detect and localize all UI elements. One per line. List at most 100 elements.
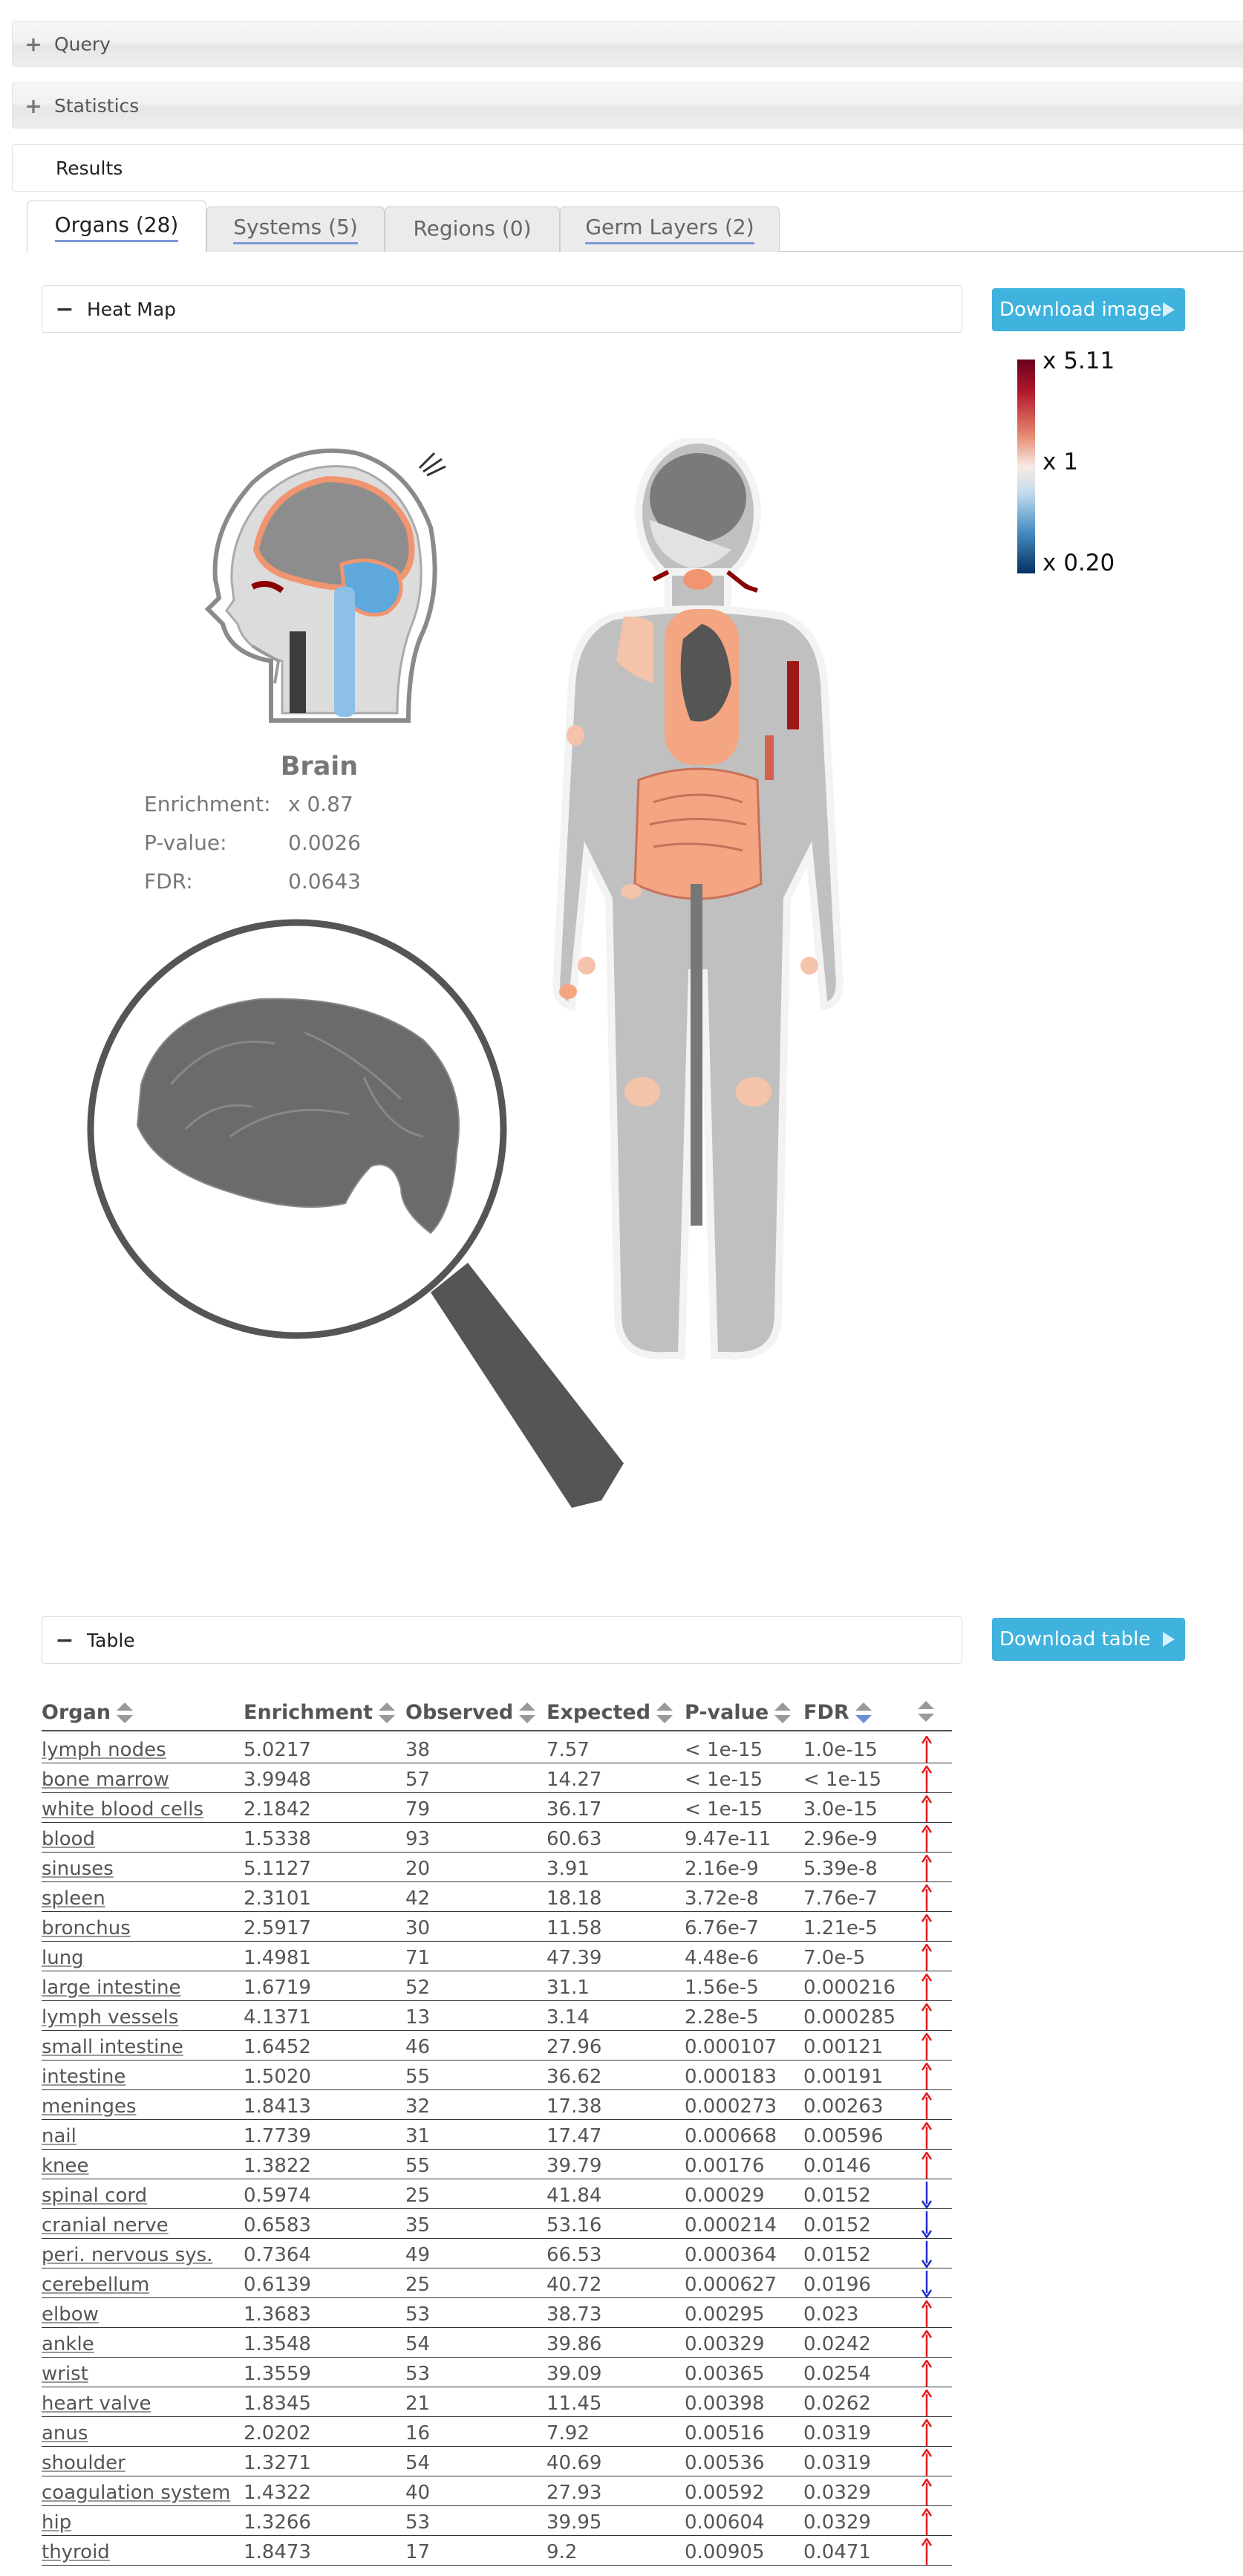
download-table-button[interactable]: Download table [992,1618,1185,1661]
cell-observed: 53 [405,2511,431,2534]
cell-organ[interactable]: wrist [42,2363,88,2385]
head-illustration[interactable] [186,438,453,735]
cell-organ[interactable]: knee [42,2155,89,2177]
cell-expected: 27.93 [547,2482,602,2504]
arrow-up-icon [921,2390,932,2416]
cell-observed: 53 [405,2363,431,2385]
row-divider [42,1941,952,1942]
column-header-direction[interactable] [918,1701,934,1722]
table-row: blood 1.5338 93 60.63 9.47e-11 2.96e-9 [0,1824,1243,1853]
cell-organ[interactable]: white blood cells [42,1798,204,1821]
cell-enrichment: 1.6719 [244,1977,311,1999]
cell-organ[interactable]: spleen [42,1887,105,1910]
cell-expected: 38.73 [547,2303,602,2326]
cell-organ[interactable]: small intestine [42,2036,183,2058]
cell-organ[interactable]: lymph vessels [42,2006,179,2029]
column-header-expected-label: Expected [547,1701,651,1724]
column-header-enrichment[interactable]: Enrichment [244,1701,396,1724]
tab-organs[interactable]: Organs (28) [27,201,206,253]
column-header-pvalue[interactable]: P-value [685,1701,792,1724]
query-section-toggle[interactable]: + Query [12,21,1243,67]
cell-organ[interactable]: bone marrow [42,1769,169,1791]
cell-enrichment: 0.6139 [244,2274,311,2296]
cell-enrichment: 1.3266 [244,2511,311,2534]
cell-expected: 11.58 [547,1917,602,1939]
table-row: coagulation system 1.4322 40 27.93 0.00592 0.… [0,2477,1243,2507]
row-divider [42,2565,952,2566]
table-row: wrist 1.3559 53 39.09 0.00365 0.0254 [0,2358,1243,2388]
cell-expected: 17.47 [547,2125,602,2147]
cell-observed: 54 [405,2452,431,2474]
tab-systems[interactable]: Systems (5) [206,206,385,252]
cell-organ[interactable]: spinal cord [42,2185,148,2207]
cell-organ[interactable]: peri. nervous sys. [42,2244,213,2266]
cell-observed: 79 [405,1798,431,1821]
arrow-up-icon [921,1795,932,1822]
fdr-value: 0.0643 [288,869,361,894]
cell-observed: 46 [405,2036,431,2058]
cell-enrichment: 1.8413 [244,2095,311,2118]
cell-organ[interactable]: elbow [42,2303,99,2326]
tab-regions[interactable]: Regions (0) [385,206,560,252]
cell-expected: 14.27 [547,1769,602,1791]
cell-expected: 9.2 [547,2541,578,2563]
table-row: cerebellum 0.6139 25 40.72 0.000627 0.0196 [0,2269,1243,2299]
cell-organ[interactable]: blood [42,1828,96,1850]
cell-organ[interactable]: coagulation system [42,2482,231,2504]
cell-organ[interactable]: cerebellum [42,2274,150,2296]
download-image-button[interactable]: Download image [992,288,1185,331]
cell-organ[interactable]: cranial nerve [42,2214,169,2237]
sort-arrows-icon[interactable] [774,1702,792,1723]
arrow-up-icon [921,2538,932,2565]
cell-organ[interactable]: lung [42,1947,84,1969]
cell-organ[interactable]: sinuses [42,1858,114,1880]
arrow-up-icon [921,2092,932,2119]
heatmap-panel-toggle[interactable]: − Heat Map [42,285,962,333]
cell-organ[interactable]: heart valve [42,2393,151,2415]
column-header-expected[interactable]: Expected [547,1701,673,1724]
row-divider [42,2119,952,2120]
cell-pvalue: 6.76e-7 [685,1917,759,1939]
cell-organ[interactable]: large intestine [42,1977,181,1999]
cell-enrichment: 1.5020 [244,2066,311,2088]
sort-arrows-icon[interactable] [379,1702,396,1723]
cell-organ[interactable]: shoulder [42,2452,125,2474]
column-header-observed[interactable]: Observed [405,1701,536,1724]
table-panel-toggle[interactable]: − Table [42,1616,962,1664]
cell-organ[interactable]: thyroid [42,2541,110,2563]
tab-systems-label: Systems (5) [233,215,358,244]
table-row: peri. nervous sys. 0.7364 49 66.53 0.000364 0… [0,2240,1243,2269]
cell-organ[interactable]: meninges [42,2095,137,2118]
cell-organ[interactable]: nail [42,2125,76,2147]
cell-enrichment: 1.8345 [244,2393,311,2415]
cell-fdr: 7.0e-5 [803,1947,866,1969]
magnifier-handle [431,1263,624,1508]
table-row: white blood cells 2.1842 79 36.17 < 1e-15 3.0… [0,1794,1243,1824]
arrow-up-icon [921,2122,932,2149]
cell-fdr: 5.39e-8 [803,1858,878,1880]
table-row: heart valve 1.8345 21 11.45 0.00398 0.0262 [0,2388,1243,2418]
row-divider [42,2000,952,2001]
cell-organ[interactable]: lymph nodes [42,1739,166,1761]
cell-organ[interactable]: intestine [42,2066,126,2088]
sort-arrows-icon[interactable] [855,1702,872,1723]
cell-organ[interactable]: ankle [42,2333,94,2355]
cell-organ[interactable]: anus [42,2422,88,2445]
arrow-up-icon [921,2508,932,2535]
cell-pvalue: 0.00516 [685,2422,765,2445]
sort-arrows-icon[interactable] [117,1702,134,1723]
sort-arrows-icon[interactable] [656,1702,673,1723]
body-illustration[interactable] [542,438,854,1374]
sort-arrows-icon[interactable] [918,1701,934,1722]
cell-observed: 55 [405,2155,431,2177]
column-header-organ[interactable]: Organ [42,1701,134,1724]
sort-arrows-icon[interactable] [519,1702,536,1723]
column-header-fdr[interactable]: FDR [803,1701,872,1724]
cell-fdr: 1.0e-15 [803,1739,878,1761]
statistics-section-toggle[interactable]: + Statistics [12,82,1243,129]
tab-germ-layers[interactable]: Germ Layers (2) [560,206,780,252]
cell-organ[interactable]: hip [42,2511,72,2534]
cell-fdr: 0.0152 [803,2244,871,2266]
cell-organ[interactable]: bronchus [42,1917,131,1939]
cell-enrichment: 0.6583 [244,2214,311,2237]
